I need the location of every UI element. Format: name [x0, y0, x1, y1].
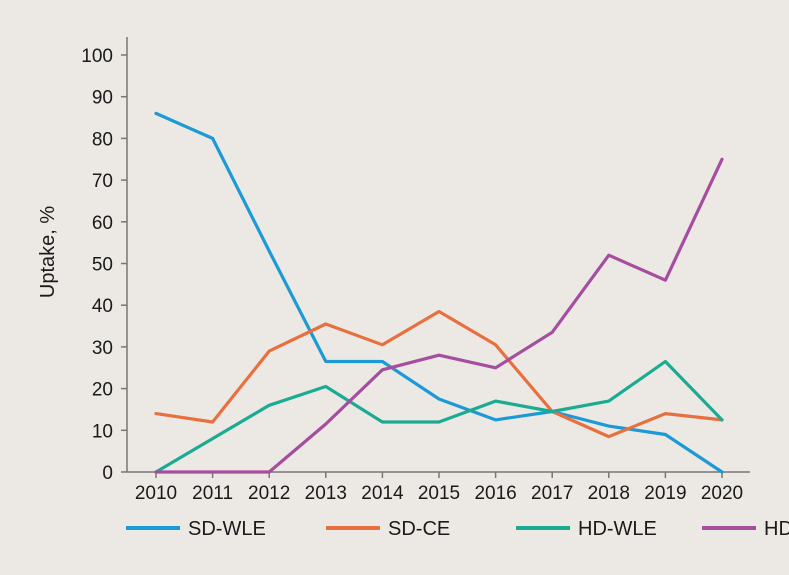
x-tick-label: 2020 [701, 483, 743, 504]
x-tick-label: 2019 [644, 483, 686, 504]
y-tick-label: 10 [92, 421, 113, 442]
x-axis: 2010 2011 2012 2013 2014 2015 2016 2017 2018 2019… [127, 471, 750, 504]
y-tick-label: 20 [92, 380, 113, 401]
legend-item-sd-wle: SD-WLE [126, 518, 266, 540]
y-axis-title: Uptake, % [37, 206, 59, 298]
x-tick-label: 2018 [588, 483, 630, 504]
legend: SD-WLE SD-CE HD-WLE HD+CE [126, 518, 789, 540]
x-tick-label: 2011 [192, 483, 233, 504]
legend-label: SD-CE [388, 518, 450, 540]
y-axis: 0 10 20 30 40 50 60 70 80 90 100 [81, 37, 128, 484]
series-line-hd-wle [154, 359, 724, 474]
legend-label: HD+CE [764, 518, 789, 540]
y-tick-label: 30 [92, 338, 113, 359]
y-tick-label: 80 [92, 129, 113, 150]
x-tick-label: 2010 [135, 483, 177, 504]
legend-label: HD-WLE [578, 518, 657, 540]
x-tick-label: 2015 [418, 483, 460, 504]
y-tick-label: 0 [102, 463, 113, 484]
series-line-sd-ce [154, 309, 724, 439]
y-tick-label: 70 [92, 171, 113, 192]
y-tick-label: 100 [81, 46, 113, 67]
series-layer [154, 111, 724, 474]
x-tick-label: 2012 [248, 483, 290, 504]
legend-label: SD-WLE [188, 518, 266, 540]
x-tick-label: 2013 [305, 483, 347, 504]
series-line-sd-wle [154, 111, 724, 474]
x-tick-label: 2017 [531, 483, 573, 504]
series-line-hd-ce [154, 157, 724, 474]
x-tick-label: 2014 [361, 483, 404, 504]
y-tick-label: 40 [92, 296, 113, 317]
y-tick-label: 90 [92, 88, 113, 109]
y-tick-label: 60 [92, 213, 113, 234]
legend-item-hd-wle: HD-WLE [516, 518, 657, 540]
y-tick-label: 50 [92, 255, 113, 276]
x-tick-label: 2016 [474, 483, 516, 504]
legend-item-hd-ce: HD+CE [702, 518, 789, 540]
legend-item-sd-ce: SD-CE [326, 518, 450, 540]
